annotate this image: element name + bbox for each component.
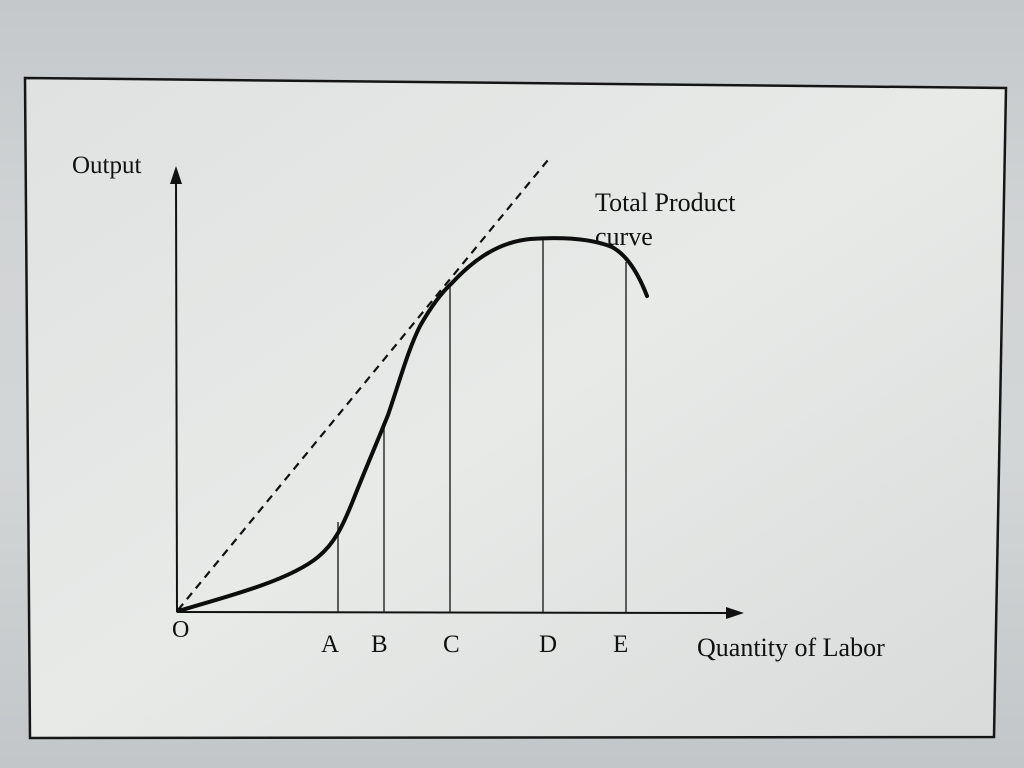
tick-label-a: A bbox=[321, 631, 340, 658]
tick-label-c: C bbox=[443, 631, 460, 658]
tick-label-e: E bbox=[613, 631, 629, 658]
tick-label-b: B bbox=[371, 631, 388, 658]
y-axis-label: Output bbox=[72, 152, 142, 179]
vertical-markers bbox=[337, 239, 627, 612]
chart-frame bbox=[23, 76, 1008, 740]
origin-label: O bbox=[172, 617, 190, 643]
curve-label-line1: Total Product bbox=[595, 188, 736, 217]
x-axis-arrow-icon bbox=[726, 607, 744, 619]
tick-label-d: D bbox=[539, 631, 558, 658]
x-axis bbox=[176, 611, 729, 614]
x-axis-label: Quantity of Labor bbox=[697, 633, 885, 662]
y-axis-arrow-icon bbox=[170, 166, 182, 184]
curve-label-line2: curve bbox=[595, 222, 653, 251]
curve-label: Total Product curve bbox=[595, 186, 735, 254]
total-product-curve bbox=[176, 236, 649, 613]
y-axis bbox=[175, 179, 178, 613]
